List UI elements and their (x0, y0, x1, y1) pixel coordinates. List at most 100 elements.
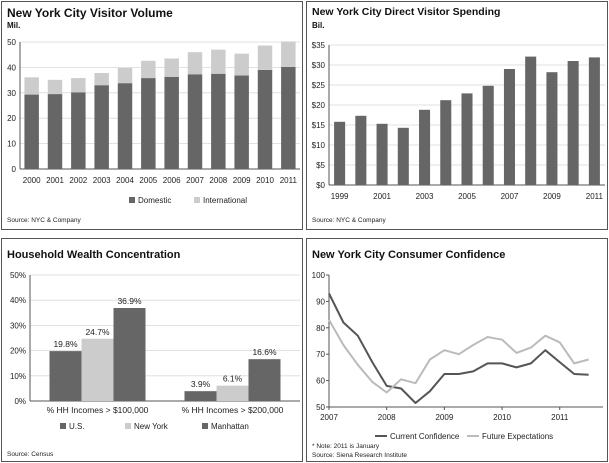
wealth-panel: Household Wealth Concentration 0% 10% 20% 3… (1, 238, 303, 462)
spending-y-tick-label: $10 (312, 141, 326, 150)
wealth-legend-label: U.S. (69, 422, 85, 431)
volume-x-tick-label: 2010 (256, 176, 274, 185)
spending-bar (419, 110, 430, 185)
spending-bar (589, 57, 600, 185)
volume-bar-domestic (71, 92, 85, 169)
spending-bar (568, 61, 579, 185)
volume-bar-international (258, 46, 272, 70)
spending-bar (483, 86, 494, 185)
confidence-y-tick-label: 100 (312, 271, 326, 280)
wealth-bar-us (50, 351, 82, 401)
wealth-y-tick-label: 10% (10, 372, 26, 381)
volume-bar-international (118, 68, 132, 83)
volume-bar-international (71, 78, 85, 92)
volume-y-tick-label: 50 (7, 38, 16, 47)
spending-x-tick-label: 2007 (501, 192, 519, 201)
volume-bar-international (141, 61, 155, 78)
confidence-panel: New York City Consumer Confidence 50 60 70… (306, 238, 608, 462)
wealth-data-label: 16.6% (252, 347, 277, 357)
spending-x-tick-label: 2011 (586, 192, 604, 201)
spending-bar (504, 69, 515, 185)
volume-x-tick-label: 2004 (116, 176, 134, 185)
confidence-line-current-confidence (329, 294, 589, 404)
volume-bar-domestic (118, 83, 132, 169)
volume-bar-international (24, 77, 38, 94)
spending-x-tick-label: 2005 (458, 192, 476, 201)
wealth-chart: 0% 10% 20% 30% 40% 50% 19.8% 24.7% 36.9% % HH Inc… (2, 239, 304, 463)
visitor-volume-panel: New York City Visitor Volume Mil. 0 10 20 3… (1, 1, 303, 230)
spending-bar (377, 124, 388, 185)
volume-bar-international (164, 59, 178, 77)
visitor-volume-source: Source: NYC & Company (7, 217, 81, 224)
wealth-y-tick-label: 30% (10, 321, 26, 330)
volume-x-tick-label: 2007 (186, 176, 204, 185)
volume-bar-domestic (188, 74, 202, 169)
wealth-y-tick-label: 0% (14, 397, 26, 406)
volume-bar-international (281, 41, 295, 66)
spending-x-tick-label: 1999 (331, 192, 349, 201)
volume-bar-domestic (281, 67, 295, 169)
visitor-spending-panel: New York City Direct Visitor Spending Bi… (306, 1, 608, 230)
wealth-x-tick-label: % HH Incomes > $100,000 (47, 405, 149, 415)
spending-bar (461, 93, 472, 185)
confidence-note: * Note: 2011 is January (312, 443, 379, 450)
spending-y-tick-label: $5 (316, 161, 325, 170)
spending-x-tick-label: 2001 (373, 192, 391, 201)
volume-y-tick-label: 40 (7, 63, 16, 72)
wealth-data-label: 24.7% (85, 327, 110, 337)
volume-y-tick-label: 10 (7, 140, 16, 149)
confidence-y-tick-label: 90 (316, 297, 325, 306)
wealth-legend-swatch (202, 423, 208, 429)
confidence-legend-label: Future Expectations (482, 432, 553, 441)
confidence-y-tick-label: 60 (316, 377, 325, 386)
spending-y-tick-label: $35 (312, 41, 326, 50)
spending-bar (546, 72, 557, 185)
confidence-chart: 50 60 70 80 90 100 2007 2008 2009 2010 2011 Current… (307, 239, 609, 463)
volume-bar-domestic (211, 74, 225, 169)
volume-x-tick-label: 2005 (139, 176, 157, 185)
volume-x-tick-label: 2002 (69, 176, 87, 185)
wealth-legend-label: Manhattan (211, 422, 249, 431)
volume-legend-swatch (194, 197, 200, 203)
volume-legend-label: International (203, 196, 247, 205)
volume-x-tick-label: 2000 (23, 176, 41, 185)
confidence-y-tick-label: 70 (316, 350, 325, 359)
wealth-bar-us (185, 391, 217, 401)
volume-bar-domestic (24, 95, 38, 169)
volume-bar-domestic (48, 94, 62, 169)
volume-bar-domestic (234, 76, 248, 169)
wealth-bar-manhattan (114, 308, 146, 401)
volume-bar-international (94, 73, 108, 85)
volume-x-tick-label: 2011 (280, 176, 298, 185)
confidence-x-tick-label: 2010 (493, 413, 511, 422)
volume-x-tick-label: 2001 (46, 176, 64, 185)
visitor-spending-source: Source: NYC & Company (312, 217, 386, 224)
confidence-legend-label: Current Confidence (390, 432, 460, 441)
spending-y-tick-label: $20 (312, 101, 326, 110)
spending-y-tick-label: $30 (312, 61, 326, 70)
spending-y-tick-label: $15 (312, 121, 326, 130)
wealth-bar-newyork (82, 339, 114, 401)
volume-bar-domestic (164, 77, 178, 169)
volume-legend-label: Domestic (138, 196, 171, 205)
wealth-data-label: 3.9% (191, 379, 211, 389)
volume-bar-domestic (258, 70, 272, 169)
wealth-y-tick-label: 20% (10, 347, 26, 356)
confidence-y-tick-label: 80 (316, 324, 325, 333)
visitor-volume-chart: 0 10 20 30 40 50 2000 2001 2002 2003 2004 2005 2006 2… (2, 2, 304, 231)
volume-bar-international (234, 54, 248, 76)
spending-bar (440, 100, 451, 185)
volume-bar-international (48, 80, 62, 94)
spending-y-tick-label: $25 (312, 81, 326, 90)
confidence-source: Source: Siena Research Institute (312, 452, 407, 459)
volume-y-tick-label: 20 (7, 114, 16, 123)
confidence-x-tick-label: 2008 (378, 413, 396, 422)
wealth-bar-manhattan (249, 359, 281, 401)
volume-bar-international (188, 52, 202, 74)
volume-bar-domestic (94, 85, 108, 169)
wealth-y-tick-label: 50% (10, 271, 26, 280)
spending-bar (334, 122, 345, 185)
wealth-x-tick-label: % HH Incomes > $200,000 (182, 405, 284, 415)
volume-x-tick-label: 2008 (209, 176, 227, 185)
wealth-bar-newyork (217, 386, 249, 401)
